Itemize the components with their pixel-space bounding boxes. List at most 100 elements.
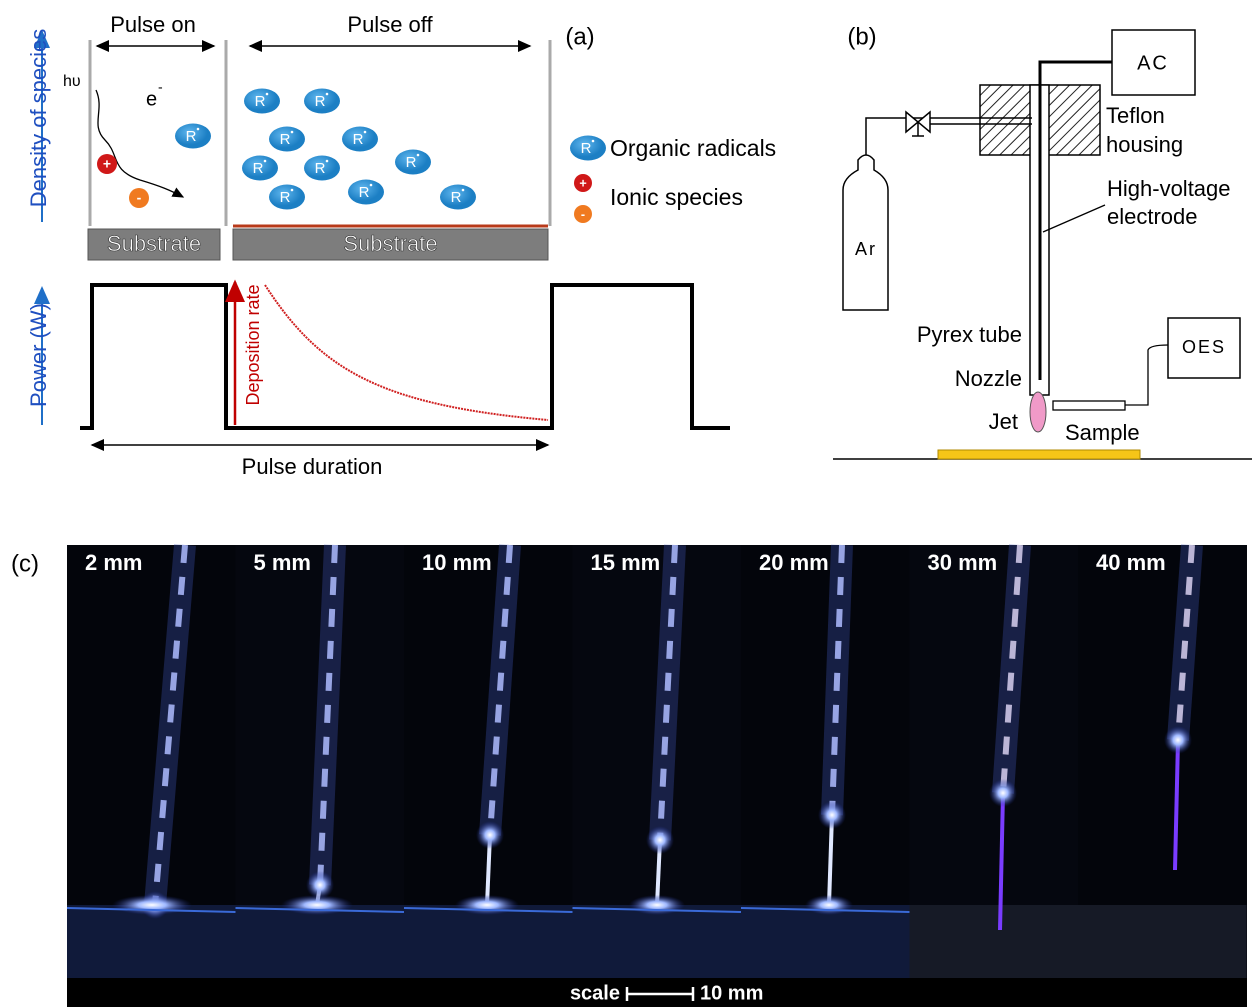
substrate-plate [937, 449, 1141, 460]
label: High-voltage [1107, 176, 1231, 201]
frame-label: 40 mm [1096, 550, 1166, 575]
oes-box [1167, 317, 1241, 379]
substrate [232, 228, 549, 261]
radical [269, 126, 305, 152]
radical-dot [461, 188, 465, 192]
frame-label: 10 mm [422, 550, 492, 575]
radical [175, 123, 211, 149]
frame-label: 20 mm [759, 550, 829, 575]
panel-label: (a) [565, 23, 594, 50]
jet-spot [989, 779, 1017, 807]
scale-label: scale [570, 982, 620, 1004]
radical-dot [265, 92, 269, 96]
radical-dot [290, 130, 294, 134]
leader [1042, 204, 1106, 233]
surface-line [740, 907, 910, 913]
jet-spot [1164, 726, 1192, 754]
radical [304, 88, 340, 114]
radical [395, 149, 431, 175]
axis-label: Density of species [26, 29, 51, 208]
radical-dot [325, 159, 329, 163]
ion [574, 174, 592, 192]
radical-label: R [280, 189, 291, 206]
frame-label: 5 mm [254, 550, 311, 575]
surface-glow [629, 895, 685, 915]
radical-dot [325, 92, 329, 96]
radical-dot [591, 139, 595, 143]
tube-core [152, 544, 188, 906]
photon-path [95, 89, 185, 198]
panel-label: (c) [11, 550, 39, 577]
scale-band [67, 978, 1247, 1007]
sample [1052, 400, 1126, 411]
radical-dot [290, 188, 294, 192]
surface-glow [455, 895, 519, 915]
label: Jet [989, 409, 1018, 434]
frame-floor [1078, 905, 1247, 978]
ion [129, 188, 149, 208]
radical-label: R [406, 154, 417, 171]
radical-label: R [280, 131, 291, 148]
frame-floor [235, 905, 404, 978]
radical [242, 155, 278, 181]
radical-label: R [186, 128, 197, 145]
scale-bar [625, 987, 695, 1001]
radical-label: R [253, 160, 264, 177]
radical [269, 184, 305, 210]
label: Teflon [1106, 103, 1165, 128]
label: Sample [1065, 420, 1140, 445]
radical-label: R [359, 184, 370, 201]
ion-sign: + [103, 156, 111, 172]
frame-floor [741, 905, 910, 978]
ac-box [1111, 29, 1196, 96]
label: Ar [855, 239, 877, 259]
radical-label: R [315, 93, 326, 110]
ion-sign: + [579, 176, 586, 190]
legend-label: Organic radicals [610, 135, 776, 161]
frame-label: 15 mm [591, 550, 661, 575]
decay-curve [264, 284, 549, 421]
jet-spot [476, 821, 504, 849]
label: Pulse on [110, 12, 196, 37]
radical-label: R [581, 140, 592, 157]
electron-label: e [146, 88, 157, 110]
tube-core [317, 544, 338, 886]
ion-sign: - [581, 207, 585, 221]
label: Pulse duration [242, 454, 383, 479]
pulse-waveform [80, 283, 730, 430]
gas-cylinder [842, 154, 889, 311]
ion-sign: - [137, 190, 142, 206]
tube-core [487, 544, 513, 836]
gas-line [865, 117, 1032, 155]
plasma-jet [1173, 739, 1180, 871]
radical [342, 126, 378, 152]
ion [97, 154, 117, 174]
frame-floor [572, 905, 741, 978]
substrate-label: Substrate [343, 231, 437, 256]
radical [244, 88, 280, 114]
frame-floor [404, 905, 573, 978]
box-label: OES [1182, 337, 1226, 357]
radical [348, 179, 384, 205]
radical-dot [416, 153, 420, 157]
panel-label: (b) [847, 23, 876, 50]
radical [440, 184, 476, 210]
ion [574, 205, 592, 223]
label: Pulse off [347, 12, 433, 37]
jet-spot [646, 826, 674, 854]
plasma-jet [827, 814, 834, 906]
label: electrode [1107, 204, 1198, 229]
radical-label: R [451, 189, 462, 206]
label: Nozzle [955, 366, 1022, 391]
radical-label: R [255, 93, 266, 110]
electron-charge: - [158, 79, 163, 95]
radical-label: R [315, 160, 326, 177]
fiber [1125, 344, 1169, 406]
label: housing [1106, 132, 1183, 157]
box-label: AC [1137, 52, 1169, 74]
axis-label: Power (W) [26, 303, 51, 407]
tube-core [829, 544, 845, 816]
valve [905, 110, 931, 137]
frame-label: 2 mm [85, 550, 142, 575]
